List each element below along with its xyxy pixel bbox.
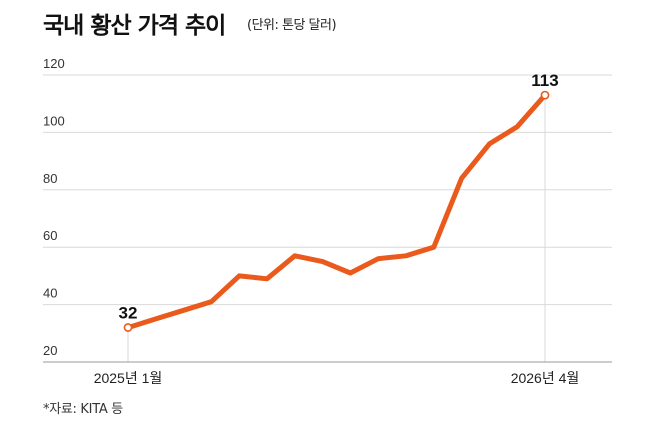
data-point-marker-0	[123, 323, 133, 332]
data-point-marker-15	[540, 90, 550, 100]
source-note: *자료: KITA 등	[43, 402, 123, 417]
chart-title: 국내 황산 가격 추이	[43, 13, 226, 39]
data-label-15: 113	[531, 71, 558, 90]
y-tick-label-120: 120	[43, 56, 65, 71]
data-label-0: 32	[119, 304, 138, 323]
y-tick-label-40: 40	[43, 286, 57, 301]
unit-label: (단위: 톤당 달러)	[247, 18, 337, 33]
series-line-0	[125, 92, 548, 331]
x-tick-label-15: 2026년 4월	[511, 370, 580, 386]
y-tick-label-20: 20	[43, 343, 57, 358]
y-tick-label-60: 60	[43, 228, 57, 243]
x-tick-label-0: 2025년 1월	[94, 370, 163, 386]
y-tick-label-80: 80	[43, 171, 57, 186]
y-tick-label-100: 100	[43, 113, 65, 128]
